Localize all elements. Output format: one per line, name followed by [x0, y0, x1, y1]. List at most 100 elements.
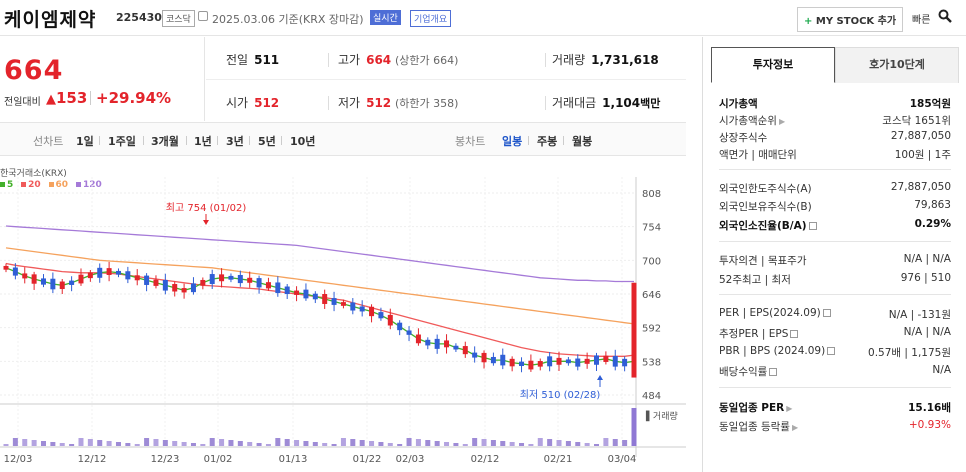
my-stock-add-button[interactable]: + MY STOCK 추가: [797, 7, 904, 32]
candle-body: [556, 357, 562, 365]
market-cap-label: 시가총액: [719, 98, 758, 110]
y-tick-label: 646: [642, 290, 661, 301]
candle-body: [612, 356, 618, 367]
help-icon[interactable]: [808, 222, 817, 230]
volume-bar: [462, 444, 468, 446]
candle-body: [294, 290, 300, 295]
period-10y[interactable]: 10년: [290, 135, 316, 148]
volume-bar: [509, 442, 515, 446]
volume-bar: [584, 443, 590, 446]
change-label: 전일대비: [4, 97, 41, 108]
trade-value-label: 거래대금: [552, 96, 597, 110]
period-5y[interactable]: 5년: [258, 135, 276, 148]
est-per-row: 추정PER | EPS N/A | N/A: [719, 326, 951, 340]
change-amount-value: 153: [56, 89, 88, 107]
par-value: 100원 | 1주: [894, 149, 951, 161]
candle-body: [78, 274, 84, 284]
foreign-limit-row: 외국인한도주식수(A) 27,887,050: [719, 181, 951, 195]
pbr-label: PBR | BPS (2024.09): [719, 345, 836, 357]
company-info-button[interactable]: 기업개요: [410, 10, 452, 27]
divider: [281, 136, 282, 145]
volume-bar: [294, 440, 300, 446]
volume-bar: [275, 438, 281, 446]
high-arrow-head: [203, 220, 209, 225]
y-tick-label: 538: [642, 357, 661, 368]
help-icon[interactable]: [790, 330, 799, 338]
candle-body: [350, 302, 356, 311]
market-cap-row: 시가총액 185억원: [719, 96, 951, 110]
tab-investment-info[interactable]: 투자정보: [711, 47, 835, 83]
candle-daily[interactable]: 일봉: [502, 135, 523, 148]
candle-body: [40, 278, 46, 285]
low-arrow-head: [597, 375, 603, 380]
est-per-text: 추정PER | EPS: [719, 328, 789, 340]
industry-rate-text: 동일업종 등락률: [719, 421, 790, 433]
period-1d[interactable]: 1일: [76, 135, 94, 148]
help-icon[interactable]: [827, 347, 836, 355]
realtime-button[interactable]: 실시간: [370, 10, 401, 25]
line-chart-label[interactable]: 선차트: [33, 135, 64, 148]
search-icon[interactable]: [938, 9, 952, 23]
volume-bar: [162, 440, 168, 446]
prev-close-cell: 전일 511: [226, 51, 279, 68]
industry-per-row[interactable]: 동일업종 PER ▶ 15.16배: [719, 400, 951, 414]
candles: [3, 261, 637, 378]
opinion-row: 투자의견 | 목표주가 N/A | N/A: [719, 253, 951, 267]
period-1w[interactable]: 1주일: [108, 135, 136, 148]
candle-body: [162, 279, 168, 291]
x-tick-label: 01/13: [279, 454, 308, 465]
ma5-swatch: [0, 182, 5, 187]
candle-monthly[interactable]: 월봉: [572, 135, 593, 148]
quick-search-label[interactable]: 빠른: [912, 15, 931, 26]
volume-bar: [59, 443, 65, 446]
volume-bar: [247, 442, 253, 446]
volume-bar: [406, 438, 412, 446]
plus-icon: +: [804, 16, 813, 27]
candle-body: [190, 283, 196, 293]
candle-body: [537, 361, 543, 367]
period-3m[interactable]: 3개월: [151, 135, 179, 148]
market-cap-rank-row[interactable]: 시가총액순위 ▶ 코스닥 1651위: [719, 113, 951, 127]
tab-order-book[interactable]: 호가10단계: [835, 47, 959, 83]
candle-body: [106, 268, 112, 275]
candle-body: [434, 338, 440, 349]
volume-bar: [78, 438, 84, 446]
candlestick-chart[interactable]: 808 754 700 646 592 538 484 12/03 12/12 12/23 01/…: [0, 157, 686, 472]
volume-bar: [219, 439, 225, 446]
industry-rate-value: +0.93%: [908, 419, 951, 431]
candle-body: [134, 275, 140, 281]
period-3y[interactable]: 3년: [226, 135, 244, 148]
candle-chart-label[interactable]: 봉차트: [455, 135, 486, 148]
pbr-text: PBR | BPS (2024.09): [719, 345, 826, 357]
y-tick-label: 592: [642, 324, 661, 335]
candle-body: [547, 356, 553, 367]
foreign-hold-value: 79,863: [914, 199, 951, 211]
candle-weekly[interactable]: 주봉: [537, 135, 558, 148]
volume-bar: [181, 442, 187, 446]
open-value: 512: [254, 96, 280, 110]
high-annotation: 최고 754 (01/02): [166, 202, 247, 214]
my-stock-add-label: MY STOCK 추가: [815, 16, 897, 27]
help-icon[interactable]: [822, 309, 831, 317]
annotations: 최고 754 (01/02) 최저 510 (02/28): [166, 202, 603, 401]
x-tick-label: 02/03: [396, 454, 425, 465]
help-icon[interactable]: [769, 368, 778, 376]
opinion-label: 투자의견 | 목표주가: [719, 255, 807, 267]
industry-rate-row[interactable]: 동일업종 등락률 ▶ +0.93%: [719, 419, 951, 433]
volume-bar: [3, 444, 9, 446]
volume-bar: [312, 442, 318, 446]
foreign-limit-label: 외국인한도주식수(A): [719, 183, 812, 195]
period-1y[interactable]: 1년: [194, 135, 212, 148]
candle-body: [31, 274, 37, 284]
foreign-hold-label: 외국인보유주식수(B): [719, 201, 812, 213]
volume-bar: [144, 438, 150, 446]
foreign-ratio-text: 외국인소진율(B/A): [719, 220, 807, 232]
volume-bar: [490, 440, 496, 446]
volume-bar: [97, 440, 103, 446]
candle-body: [256, 278, 262, 288]
candle-body: [509, 358, 515, 367]
volume-bar: [200, 444, 206, 446]
opinion-value: N/A | N/A: [903, 253, 951, 265]
date-text: 2025.03.06 기준(KRX 장마감): [212, 13, 364, 26]
market-cap-value: 185억원: [909, 98, 951, 110]
